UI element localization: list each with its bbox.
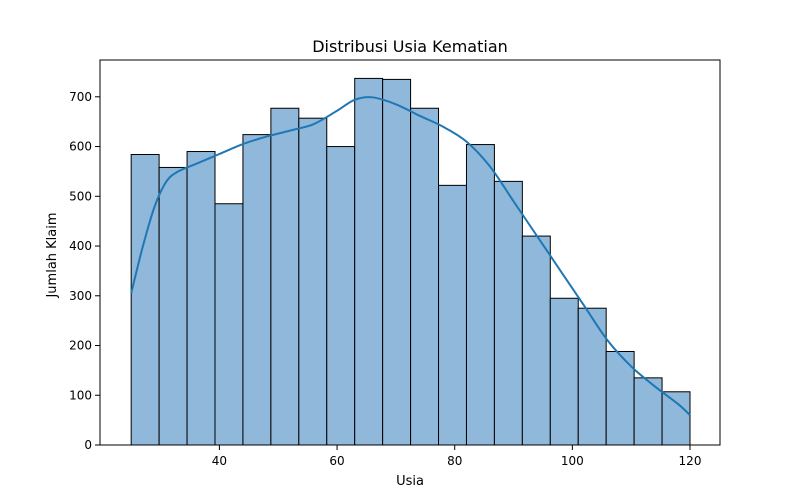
y-tick-label: 300 [69, 289, 92, 303]
plot-frame [99, 59, 721, 446]
y-tick-label: 700 [69, 90, 92, 104]
histogram-bar [382, 78, 412, 446]
histogram-bar [214, 203, 244, 446]
x-tick-label: 60 [329, 454, 344, 468]
histogram-bar [354, 77, 384, 446]
histogram-bar [186, 151, 216, 446]
histogram-bar [298, 117, 328, 446]
y-tick-label: 500 [69, 189, 92, 203]
x-tick-label: 120 [679, 454, 702, 468]
histogram-bar [605, 350, 635, 446]
y-axis-ticks: 0 100 200 300 400 500 600 700 [69, 90, 100, 452]
histogram-bar [549, 297, 579, 446]
histogram-bar [326, 146, 356, 446]
histogram-bar [270, 107, 300, 446]
histogram-bar [158, 166, 188, 446]
histogram-bar [438, 184, 467, 446]
y-tick-label: 100 [69, 388, 92, 402]
bars-group [130, 77, 691, 446]
y-tick-label: 400 [69, 239, 92, 253]
x-tick-label: 100 [561, 454, 584, 468]
histogram-bar [242, 134, 272, 446]
x-tick-label: 40 [212, 454, 227, 468]
histogram-bar [577, 307, 607, 446]
histogram-bar [410, 107, 440, 446]
y-tick-label: 600 [69, 140, 92, 154]
x-axis-ticks: 40 60 80 100 120 [212, 445, 702, 468]
y-axis-label: Jumlah Klaim [45, 212, 60, 298]
y-tick-label: 200 [69, 339, 92, 353]
x-tick-label: 80 [447, 454, 462, 468]
histogram-bar [465, 144, 495, 446]
histogram-bar [661, 391, 691, 446]
chart-title: Distribusi Usia Kematian [312, 37, 508, 56]
histogram-bar [521, 235, 551, 446]
y-tick-label: 0 [84, 438, 92, 452]
histogram-bar [493, 180, 523, 446]
histogram-bar [130, 154, 160, 446]
kde-line [130, 96, 691, 416]
x-axis-label: Usia [396, 474, 424, 489]
